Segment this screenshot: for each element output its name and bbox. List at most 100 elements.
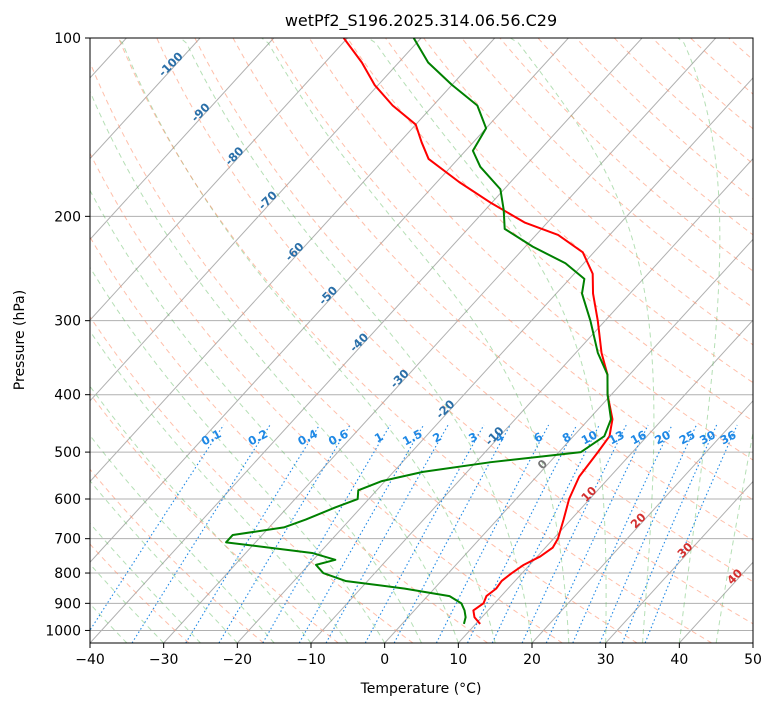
dry-adiabat bbox=[90, 152, 563, 643]
moist-adiabat bbox=[677, 38, 721, 643]
mixing-ratio-line bbox=[644, 424, 738, 643]
mixing-ratio-label: 16 bbox=[628, 428, 649, 448]
mixing-ratio-label: 13 bbox=[606, 428, 627, 448]
mixing-ratio-line bbox=[545, 424, 649, 643]
moist-adiabat bbox=[90, 189, 422, 643]
dry-adiabat bbox=[232, 38, 753, 541]
moist-adiabat bbox=[510, 38, 655, 643]
plot-area: 0.1 0.2 0.4 0.6 1 1.5 2 3 4 6 8 10 13 16 20 25 30 36-100-… bbox=[90, 38, 753, 643]
mixing-ratio-line bbox=[621, 424, 718, 643]
moist-adiabat bbox=[90, 522, 201, 643]
y-tick-label: 900 bbox=[54, 596, 81, 612]
moist-adiabat bbox=[116, 38, 496, 643]
mixing-ratio-line bbox=[521, 424, 627, 643]
x-tick-label: −20 bbox=[223, 652, 253, 668]
x-axis-title: Temperature (°C) bbox=[360, 681, 482, 697]
y-tick-label: 100 bbox=[54, 31, 81, 47]
mixing-ratio-line bbox=[298, 424, 425, 643]
mixing-ratio-line bbox=[262, 424, 391, 643]
isotherm-line bbox=[457, 319, 753, 643]
mixing-ratio-line bbox=[572, 424, 673, 643]
moist-adiabats bbox=[90, 38, 753, 643]
mixing-ratio-line bbox=[435, 424, 550, 643]
dry-adiabat bbox=[90, 236, 488, 643]
isotherm-line bbox=[163, 38, 717, 643]
x-tick-label: −30 bbox=[149, 652, 179, 668]
mixing-ratio-line bbox=[467, 424, 578, 643]
mixing-ratio-label: 30 bbox=[697, 428, 718, 448]
mixing-ratio-label: 10 bbox=[579, 428, 600, 448]
moist-adiabat bbox=[90, 90, 459, 643]
dry-adiabat bbox=[156, 38, 753, 625]
x-tick-label: 10 bbox=[449, 652, 467, 668]
dry-adiabat bbox=[194, 38, 753, 583]
x-tick-label: 20 bbox=[523, 652, 541, 668]
dry-adiabat bbox=[90, 61, 638, 643]
x-tick-label: 40 bbox=[670, 652, 688, 668]
isotherm-line bbox=[531, 400, 753, 643]
mixing-ratio-line bbox=[364, 424, 485, 643]
x-tick-label: 0 bbox=[380, 652, 389, 668]
isotherm-line bbox=[605, 480, 753, 643]
dry-adiabats bbox=[90, 38, 753, 643]
y-tick-label: 800 bbox=[54, 566, 81, 582]
mixing-ratio-line bbox=[491, 424, 600, 643]
isotherm-grid bbox=[90, 38, 753, 643]
dry-adiabat bbox=[118, 38, 713, 643]
isotherm-line bbox=[90, 38, 348, 321]
dry-adiabat bbox=[385, 38, 753, 384]
moist-adiabat bbox=[368, 38, 607, 643]
isotherm-line bbox=[90, 38, 496, 483]
y-tick-label: 300 bbox=[54, 314, 81, 330]
dry-adiabat bbox=[90, 468, 264, 643]
x-tick-label: 30 bbox=[597, 652, 615, 668]
isotherm-line bbox=[384, 238, 753, 643]
y-tick-label: 400 bbox=[54, 388, 81, 404]
x-tick-label: −40 bbox=[75, 652, 105, 668]
isotherm-line bbox=[90, 38, 422, 402]
x-tick-label: 50 bbox=[744, 652, 762, 668]
y-tick-label: 200 bbox=[54, 209, 81, 225]
moist-adiabat bbox=[90, 266, 386, 643]
mixing-ratio-line bbox=[185, 424, 320, 643]
dry-adiabat bbox=[90, 392, 339, 643]
mixing-ratio-label: 20 bbox=[652, 428, 673, 448]
y-axis-title: Pressure (hPa) bbox=[12, 290, 28, 390]
moist-adiabat bbox=[90, 385, 312, 643]
moist-adiabat bbox=[90, 434, 275, 643]
mixing-ratio-label: 25 bbox=[677, 428, 698, 448]
moist-adiabat bbox=[180, 38, 533, 643]
isotherm-line bbox=[90, 38, 643, 643]
moist-adiabat bbox=[715, 430, 753, 643]
isotherm-line bbox=[90, 38, 275, 241]
isotherm-line bbox=[310, 157, 753, 643]
isotherm-line bbox=[236, 77, 753, 643]
dry-adiabat bbox=[613, 38, 753, 165]
dry-adiabat bbox=[423, 38, 753, 346]
isotherm-line bbox=[90, 38, 201, 160]
y-tick-label: 500 bbox=[54, 445, 81, 461]
dewpoint-profile bbox=[225, 38, 612, 625]
x-axis: −40 −30 −20 −10 0 10 20 30 40 50 bbox=[75, 643, 762, 668]
sounding-series bbox=[225, 38, 614, 625]
mixing-ratio-line bbox=[393, 424, 511, 643]
plot-frame bbox=[89, 37, 754, 644]
mixing-ratio-lines bbox=[90, 424, 738, 643]
moist-adiabat bbox=[90, 563, 165, 643]
mixing-ratio-line bbox=[325, 424, 449, 643]
y-tick-label: 600 bbox=[54, 492, 81, 508]
isotherm-line bbox=[90, 38, 569, 564]
mixing-ratio-line bbox=[131, 424, 271, 643]
mixing-ratio-label: 36 bbox=[718, 428, 739, 448]
dry-adiabat bbox=[90, 315, 414, 643]
mixing-ratio-line bbox=[218, 424, 351, 643]
chart-title: wetPf2_S196.2025.314.06.56.C29 bbox=[285, 11, 557, 31]
y-tick-label: 1000 bbox=[45, 623, 81, 639]
moist-adiabat bbox=[90, 480, 238, 643]
y-tick-label: 700 bbox=[54, 532, 81, 548]
dry-adiabat bbox=[270, 38, 753, 501]
moist-adiabat bbox=[261, 38, 570, 643]
y-axis: 100 200 300 400 500 600 700 800 900 1000 bbox=[45, 31, 90, 639]
